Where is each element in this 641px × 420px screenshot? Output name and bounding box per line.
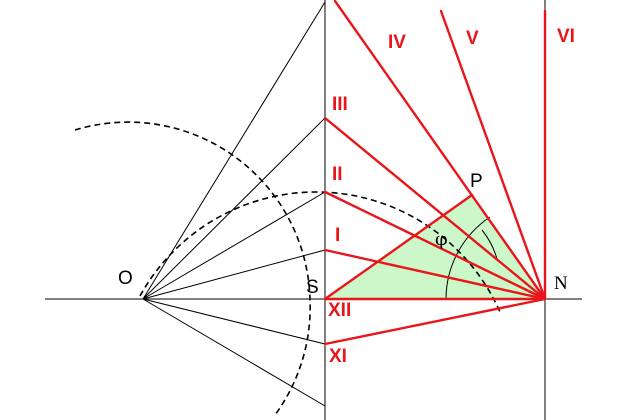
angle-label-phi: φ [435,229,448,250]
hour-lines [323,0,547,346]
hour-label-xi: XI [329,346,347,367]
hour-label-v: V [466,28,479,49]
hour-line-ii [323,190,547,301]
hour-line-iii [323,116,547,301]
hour-label-iii: III [332,94,348,115]
hour-line-i [323,248,547,301]
construction-line [142,298,326,345]
hour-label-ii: II [332,164,343,185]
hour-line-iv [333,0,547,301]
hour-line-v [439,9,547,301]
angle-arc-phi [445,216,491,300]
hour-label-i: I [335,225,340,246]
point-label-n: N [554,273,568,294]
hour-label-xii: XII [328,300,351,321]
construction-line [142,298,326,407]
dashed-arc-left [74,121,311,416]
hour-line-xi [323,297,547,346]
construction-line [142,191,326,300]
construction-line [142,249,326,300]
construction-line [142,1,326,300]
construction-line [142,117,326,300]
point-label-p: P [470,171,483,192]
hour-label-vi: VI [557,26,575,47]
point-label-o: O [118,268,133,289]
hour-label-iv: IV [388,32,406,53]
hour-line-ps [323,193,474,301]
point-label-s: S [306,277,319,298]
construction-lines-from-o [142,1,326,407]
